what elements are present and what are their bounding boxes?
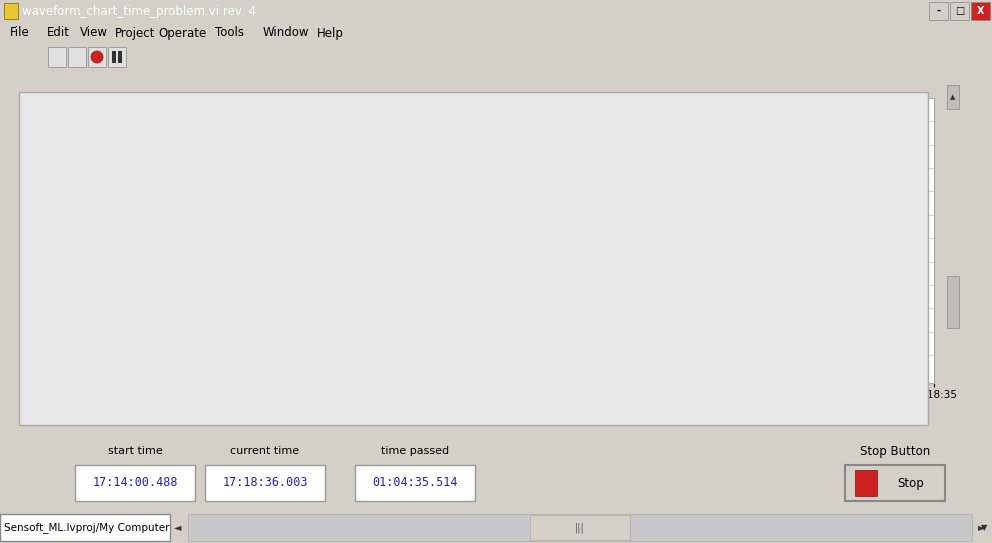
Bar [946,85,958,109]
Text: ◄: ◄ [175,522,182,533]
Text: Project: Project [115,27,156,40]
Text: Stop Button: Stop Button [860,445,930,458]
Text: start time: start time [107,446,163,457]
Text: 17:18:36.003: 17:18:36.003 [222,477,308,489]
Text: Help: Help [317,27,344,40]
Bar [112,51,116,63]
Bar [946,276,958,328]
Text: current time: current time [230,446,300,457]
Text: Window: Window [263,27,310,40]
Bar [971,2,990,20]
Text: X: X [977,6,984,16]
Y-axis label: seconds: seconds [76,217,89,264]
Text: Sensoft_ML.lvproj/My Computer: Sensoft_ML.lvproj/My Computer [4,522,170,533]
Text: Edit: Edit [47,27,70,40]
Bar [188,514,972,541]
Text: File: File [10,27,30,40]
Bar [118,51,122,63]
Bar [845,465,945,501]
Text: ►: ► [978,522,986,533]
Text: waveform_chart_time_problem.vi rev. 4: waveform_chart_time_problem.vi rev. 4 [22,4,256,17]
Bar [88,47,106,67]
Text: -: - [936,6,940,16]
Bar [855,470,877,496]
Bar [75,465,195,501]
Bar [48,47,66,67]
Text: time passed: time passed [381,446,449,457]
Text: View: View [80,27,108,40]
Text: Tools: Tools [215,27,244,40]
Bar [68,47,86,67]
Text: ▲: ▲ [949,94,955,100]
Text: Operate: Operate [158,27,206,40]
Text: 17:14:00.488: 17:14:00.488 [92,477,178,489]
Bar [950,2,969,20]
Text: □: □ [955,6,964,16]
Text: Stop: Stop [897,477,924,489]
Text: |||: ||| [575,522,585,533]
Bar [4,3,18,19]
Text: 01:04:35.514: 01:04:35.514 [372,477,457,489]
Text: ▼: ▼ [981,523,988,532]
Bar [108,47,126,67]
Bar [530,515,630,540]
Bar [205,465,325,501]
Circle shape [91,51,103,63]
Bar [355,465,475,501]
Bar [0,514,170,541]
Bar [929,2,948,20]
